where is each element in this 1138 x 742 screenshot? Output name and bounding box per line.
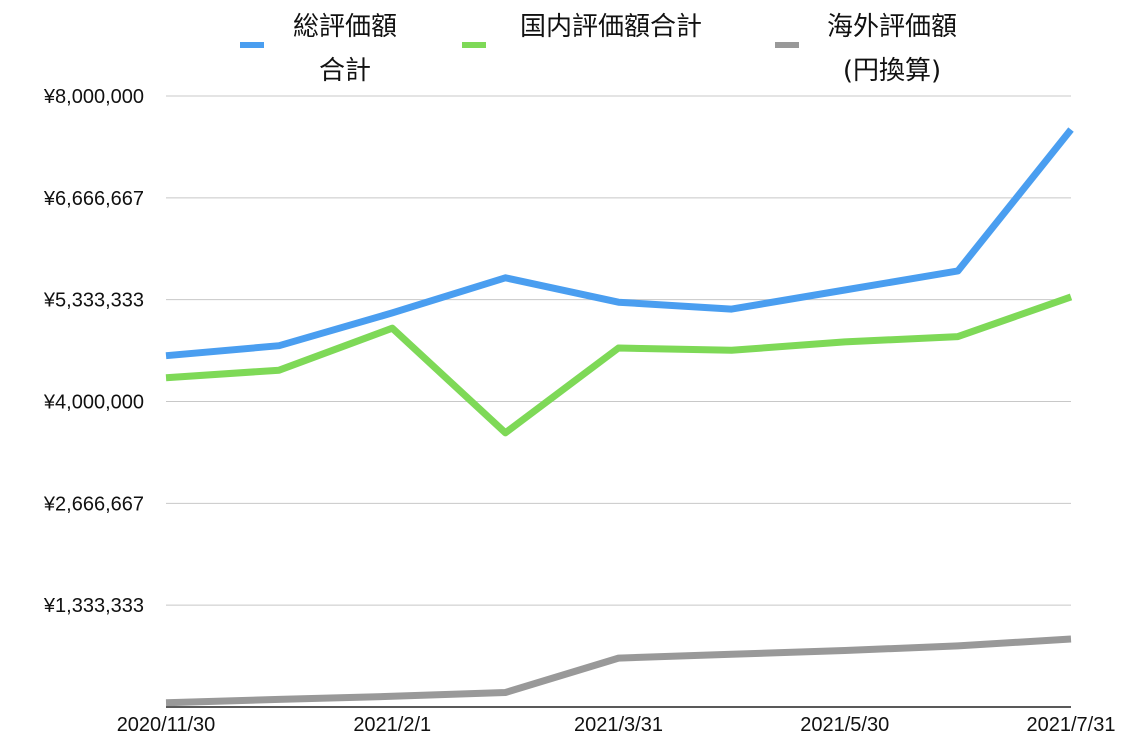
data-point (166, 355, 167, 356)
data-point (1071, 129, 1072, 130)
data-point (957, 645, 958, 646)
legend-label: 国内評価額合計 (520, 12, 702, 42)
y-tick-label: ¥4,000,000 (43, 392, 144, 414)
data-point (957, 270, 958, 271)
data-point (1071, 639, 1072, 640)
series-line-0 (165, 127, 1074, 360)
legend-swatch-0 (240, 42, 264, 48)
x-axis-ticks: 2020/11/30 2021/2/1 2021/3/31 2021/5/30 2021… (117, 714, 1116, 736)
data-point (505, 692, 506, 693)
y-tick-label: ¥6,666,667 (43, 188, 144, 210)
y-tick-label: ¥5,333,333 (43, 290, 144, 312)
data-point (844, 289, 845, 290)
y-axis-ticks: ¥1,333,333 ¥2,666,667 ¥4,000,000 ¥5,333,333… (43, 86, 144, 617)
legend-swatch-1 (462, 42, 486, 48)
data-point (618, 658, 619, 659)
x-tick-label: 2021/5/30 (800, 714, 889, 736)
x-tick-label: 2021/2/1 (353, 714, 431, 736)
y-tick-label: ¥8,000,000 (43, 86, 144, 108)
data-point (505, 277, 506, 278)
data-point (844, 341, 845, 342)
x-tick-label: 2020/11/30 (117, 714, 216, 736)
series-line-1 (165, 293, 1073, 437)
y-tick-label: ¥2,666,667 (43, 493, 144, 515)
legend-label: 海外評価額 (827, 12, 957, 42)
data-point (392, 696, 393, 697)
data-point (844, 650, 845, 651)
data-point (1071, 296, 1072, 297)
data-point (731, 350, 732, 351)
x-tick-label: 2021/3/31 (574, 714, 663, 736)
data-point (731, 309, 732, 310)
legend-swatch-2 (775, 42, 799, 48)
data-point (392, 328, 393, 329)
data-point (618, 302, 619, 303)
data-point (618, 348, 619, 349)
y-tick-label: ¥1,333,333 (43, 595, 144, 617)
data-point (957, 336, 958, 337)
legend-label: 合計 (319, 56, 371, 86)
data-point (166, 377, 167, 378)
legend-label: 総評価額 (293, 12, 397, 42)
x-tick-label: 2021/7/31 (1027, 714, 1116, 736)
series-lines (165, 127, 1074, 707)
data-point (279, 345, 280, 346)
data-point (279, 370, 280, 371)
gridlines (166, 95, 1071, 708)
data-point (279, 699, 280, 700)
data-point (505, 432, 506, 433)
data-point (166, 702, 167, 703)
series-line-2 (165, 635, 1072, 707)
legend-label: (円換算) (843, 56, 941, 86)
data-point (392, 312, 393, 313)
data-point (731, 654, 732, 655)
